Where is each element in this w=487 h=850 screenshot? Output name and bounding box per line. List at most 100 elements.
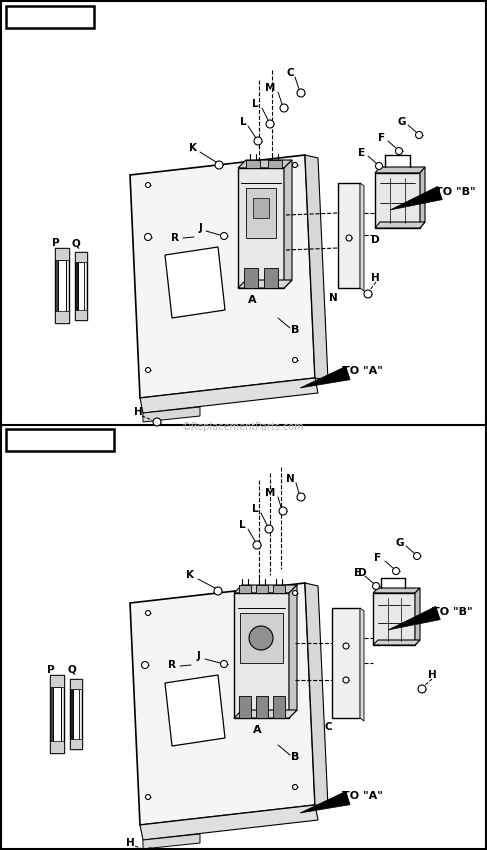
Polygon shape [50, 675, 64, 687]
Polygon shape [305, 155, 328, 380]
Circle shape [142, 661, 149, 668]
Circle shape [146, 183, 150, 188]
Text: N: N [285, 474, 294, 484]
Circle shape [418, 685, 426, 693]
Text: Q: Q [68, 665, 76, 675]
Text: H: H [133, 407, 142, 417]
Circle shape [279, 507, 287, 515]
Polygon shape [130, 583, 315, 825]
Text: L: L [240, 117, 246, 127]
Polygon shape [240, 613, 283, 663]
Text: E: E [355, 568, 361, 578]
Text: L: L [239, 520, 245, 530]
Text: P: P [47, 665, 55, 675]
Text: J: J [198, 223, 202, 233]
Circle shape [343, 643, 349, 649]
Polygon shape [375, 222, 425, 228]
Circle shape [293, 591, 298, 596]
Polygon shape [256, 585, 268, 593]
Polygon shape [420, 167, 425, 228]
Polygon shape [239, 696, 251, 718]
Text: G: G [398, 117, 406, 127]
Circle shape [343, 677, 349, 683]
Polygon shape [50, 741, 64, 753]
Circle shape [373, 582, 379, 590]
Circle shape [413, 552, 420, 559]
Text: R: R [168, 660, 176, 670]
Text: ©ReplacementParts.com: ©ReplacementParts.com [182, 422, 304, 432]
Circle shape [214, 587, 222, 595]
Polygon shape [140, 378, 318, 413]
Polygon shape [246, 188, 276, 238]
Polygon shape [256, 696, 268, 718]
Text: G: G [396, 538, 404, 548]
Polygon shape [55, 311, 69, 323]
Polygon shape [338, 183, 360, 288]
Text: H: H [428, 670, 436, 680]
Text: J: J [196, 651, 200, 661]
Circle shape [293, 162, 298, 167]
Polygon shape [238, 280, 292, 288]
Polygon shape [300, 366, 350, 388]
Polygon shape [165, 247, 225, 318]
Polygon shape [234, 585, 297, 593]
Polygon shape [273, 696, 285, 718]
Text: A: A [248, 295, 256, 305]
Circle shape [280, 104, 288, 112]
Polygon shape [70, 679, 82, 689]
Text: H: H [371, 273, 379, 283]
Polygon shape [388, 606, 440, 630]
Text: C: C [324, 722, 332, 732]
Text: M: M [265, 488, 275, 498]
Polygon shape [55, 248, 69, 323]
Polygon shape [375, 173, 420, 228]
Text: TO "B": TO "B" [435, 187, 475, 197]
Text: K: K [189, 143, 197, 153]
Polygon shape [70, 679, 73, 749]
Polygon shape [390, 186, 442, 210]
Polygon shape [75, 252, 87, 320]
Text: TO "A": TO "A" [341, 791, 382, 801]
Text: D: D [357, 568, 366, 578]
Polygon shape [332, 608, 360, 718]
Polygon shape [373, 593, 415, 645]
Polygon shape [273, 585, 285, 593]
Polygon shape [234, 710, 297, 718]
Circle shape [393, 568, 399, 575]
Circle shape [249, 626, 273, 650]
Circle shape [346, 235, 352, 241]
Polygon shape [143, 407, 200, 422]
Text: C: C [286, 68, 294, 78]
Text: TO "A": TO "A" [341, 366, 382, 376]
Circle shape [221, 660, 227, 667]
Text: P: P [52, 238, 60, 248]
Polygon shape [375, 167, 425, 173]
Polygon shape [75, 252, 78, 320]
Polygon shape [75, 252, 87, 262]
Polygon shape [360, 183, 364, 291]
Text: CC/FG (3P): CC/FG (3P) [14, 433, 106, 447]
Text: K: K [186, 570, 194, 580]
Text: F: F [378, 133, 386, 143]
Polygon shape [55, 248, 69, 260]
Polygon shape [238, 160, 292, 168]
Text: M: M [265, 83, 275, 93]
Polygon shape [234, 593, 289, 718]
Circle shape [153, 418, 161, 426]
Circle shape [254, 137, 262, 145]
Polygon shape [165, 675, 225, 746]
Polygon shape [130, 155, 315, 398]
Polygon shape [50, 675, 64, 753]
Circle shape [265, 525, 273, 533]
Circle shape [297, 89, 305, 97]
Text: A: A [253, 725, 262, 735]
Circle shape [146, 848, 154, 850]
Polygon shape [268, 160, 282, 168]
Text: L: L [252, 99, 258, 109]
Polygon shape [284, 160, 292, 288]
Circle shape [266, 120, 274, 128]
Circle shape [415, 132, 423, 139]
Polygon shape [53, 687, 61, 743]
Text: L: L [252, 504, 258, 514]
Polygon shape [238, 168, 284, 288]
